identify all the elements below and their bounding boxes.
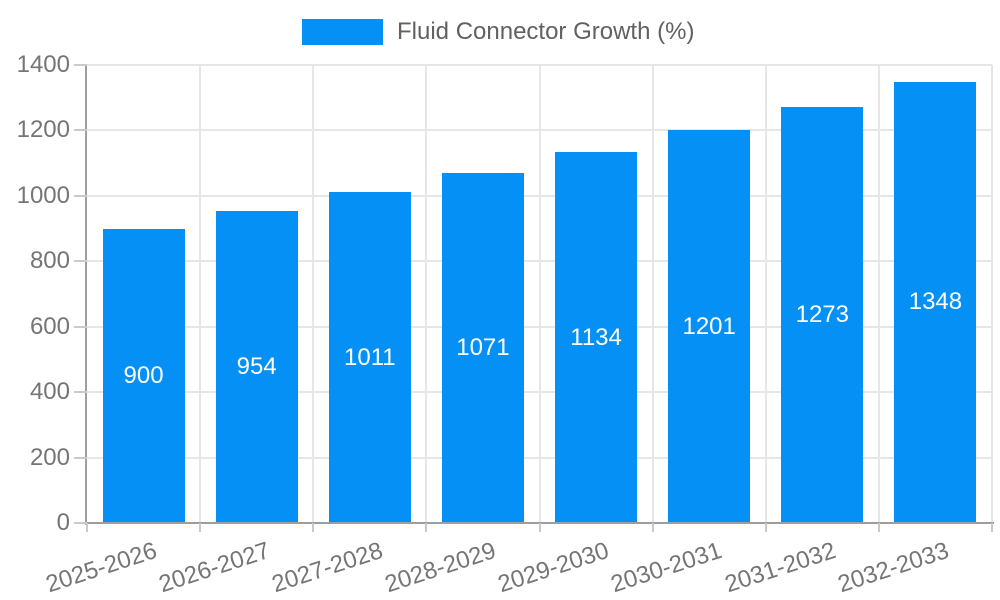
- bar-value-label: 1071: [456, 333, 510, 361]
- bar[interactable]: 1201: [668, 130, 751, 523]
- bar-value-label: 1201: [682, 312, 736, 340]
- x-axis-tick: [877, 523, 880, 532]
- legend-swatch: [302, 19, 383, 45]
- legend[interactable]: Fluid Connector Growth (%): [302, 19, 694, 45]
- bar[interactable]: 1273: [781, 106, 864, 523]
- y-axis-line: [85, 65, 87, 525]
- y-axis-tick: [74, 64, 87, 66]
- bar-value-label: 900: [123, 361, 164, 389]
- y-tick-label: 1200: [16, 116, 70, 144]
- legend-label: Fluid Connector Growth (%): [397, 18, 695, 45]
- bar-value-label: 1348: [908, 288, 963, 316]
- y-axis-tick: [74, 522, 87, 524]
- x-tick-label: 2027-2028: [268, 537, 387, 599]
- bar[interactable]: 1011: [328, 192, 411, 523]
- x-axis-tick: [312, 523, 315, 532]
- x-tick-label: 2028-2029: [381, 537, 500, 599]
- y-tick-label: 200: [29, 443, 70, 471]
- bar[interactable]: 1134: [555, 152, 638, 523]
- v-gridline: [312, 65, 315, 523]
- x-axis-tick: [764, 523, 767, 532]
- v-gridline: [991, 65, 993, 523]
- bar[interactable]: 1348: [894, 82, 977, 523]
- v-gridline: [199, 65, 202, 523]
- y-tick-label: 600: [29, 312, 70, 340]
- bar-value-label: 1011: [344, 343, 396, 371]
- y-axis-tick: [74, 325, 87, 328]
- x-tick-label: 2026-2027: [155, 537, 274, 599]
- x-tick-label: 2025-2026: [42, 537, 160, 599]
- v-gridline: [538, 65, 541, 523]
- x-axis-tick: [86, 523, 88, 532]
- x-tick-label: 2032-2033: [834, 537, 952, 599]
- y-axis-tick: [74, 456, 87, 459]
- v-gridline: [651, 65, 654, 523]
- y-tick-label: 1400: [16, 51, 70, 78]
- y-axis-tick: [74, 260, 87, 263]
- x-axis-tick: [651, 523, 654, 532]
- y-tick-label: 0: [56, 509, 70, 536]
- y-tick-label: 400: [29, 378, 70, 406]
- bar[interactable]: 900: [102, 228, 185, 523]
- bar[interactable]: 1071: [441, 172, 524, 523]
- x-axis-tick: [538, 523, 541, 532]
- v-gridline: [425, 65, 428, 523]
- x-tick-label: 2031-2032: [721, 537, 839, 599]
- plot-area: 900 954 1011 1071 1134 1201 1273 1348: [74, 64, 994, 532]
- y-axis-tick: [74, 194, 87, 197]
- x-axis-tick: [199, 523, 202, 532]
- v-gridline: [764, 65, 767, 523]
- y-tick-label: 1000: [16, 181, 70, 209]
- y-axis-tick: [74, 129, 87, 132]
- v-gridline: [877, 65, 880, 523]
- x-axis-tick: [425, 523, 428, 532]
- bar[interactable]: 954: [215, 210, 298, 523]
- bar-value-label: 954: [236, 352, 277, 380]
- bar-value-label: 1273: [795, 300, 849, 328]
- bar-value-label: 1134: [570, 323, 622, 351]
- y-axis-tick: [74, 391, 87, 394]
- y-tick-label: 800: [29, 247, 70, 275]
- x-tick-label: 2029-2030: [494, 537, 613, 599]
- x-axis-tick: [991, 523, 993, 532]
- x-tick-label: 2030-2031: [608, 537, 726, 599]
